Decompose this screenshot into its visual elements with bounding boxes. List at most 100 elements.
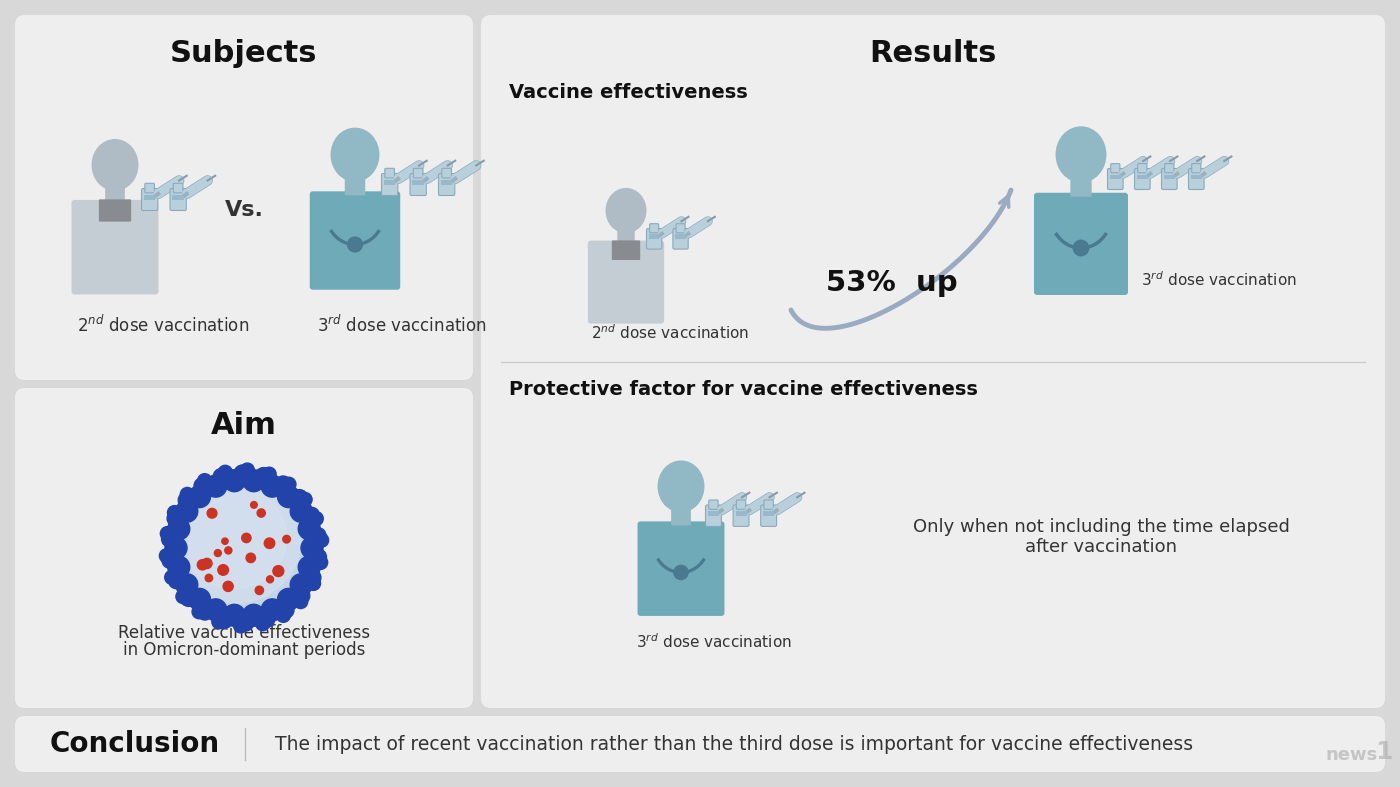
Circle shape [262,475,283,497]
FancyBboxPatch shape [1162,168,1177,190]
Text: $3^{rd}$ dose vaccination: $3^{rd}$ dose vaccination [636,632,792,651]
Circle shape [234,619,248,633]
Ellipse shape [1056,127,1106,182]
Circle shape [258,509,266,517]
Circle shape [281,477,295,491]
FancyBboxPatch shape [410,173,426,195]
Text: Subjects: Subjects [171,39,318,68]
Circle shape [273,566,284,577]
Circle shape [223,582,234,592]
Circle shape [262,467,276,481]
Circle shape [165,571,179,584]
FancyBboxPatch shape [309,191,400,290]
FancyBboxPatch shape [736,500,746,509]
Circle shape [195,478,210,494]
Ellipse shape [606,189,645,233]
Circle shape [176,589,190,604]
FancyBboxPatch shape [172,194,183,199]
Circle shape [255,586,263,594]
FancyBboxPatch shape [1189,168,1204,190]
Circle shape [1074,240,1089,256]
Circle shape [255,467,272,483]
FancyBboxPatch shape [650,224,658,233]
Circle shape [309,527,326,544]
Circle shape [276,608,290,623]
Ellipse shape [658,461,704,512]
Circle shape [242,604,265,626]
Text: after vaccination: after vaccination [1025,538,1177,556]
FancyBboxPatch shape [1165,164,1173,173]
Circle shape [259,611,274,627]
FancyBboxPatch shape [735,511,746,515]
FancyBboxPatch shape [344,178,365,195]
FancyBboxPatch shape [1071,178,1092,197]
Circle shape [204,599,227,621]
Circle shape [197,474,211,488]
Circle shape [238,615,253,631]
FancyBboxPatch shape [174,183,183,193]
Text: Vs.: Vs. [224,200,263,220]
FancyBboxPatch shape [15,716,1385,772]
Text: Conclusion: Conclusion [50,730,220,758]
FancyBboxPatch shape [671,508,690,526]
Ellipse shape [182,487,287,589]
Circle shape [283,535,290,543]
Circle shape [307,576,321,590]
Circle shape [211,615,225,629]
Ellipse shape [332,128,379,181]
Ellipse shape [167,473,301,604]
FancyBboxPatch shape [381,173,398,195]
FancyBboxPatch shape [1134,168,1149,190]
Circle shape [207,508,217,518]
Text: $2^{nd}$ dose vaccination: $2^{nd}$ dose vaccination [77,314,249,335]
Circle shape [298,493,312,507]
Circle shape [291,490,308,505]
Text: The impact of recent vaccination rather than the third dose is important for vac: The impact of recent vaccination rather … [274,734,1193,753]
Circle shape [178,492,195,508]
FancyBboxPatch shape [1191,175,1201,179]
Ellipse shape [169,475,319,620]
FancyBboxPatch shape [71,200,158,294]
Circle shape [168,556,190,578]
Circle shape [161,527,175,541]
FancyBboxPatch shape [144,194,155,199]
Circle shape [256,617,270,630]
Circle shape [242,534,251,542]
Circle shape [197,604,213,620]
Circle shape [279,602,294,618]
Text: Aim: Aim [211,412,277,441]
FancyBboxPatch shape [1138,164,1147,173]
Text: 53%  up: 53% up [826,269,958,297]
Circle shape [277,486,300,508]
FancyBboxPatch shape [1035,193,1128,295]
Circle shape [160,549,174,563]
FancyBboxPatch shape [647,228,662,249]
Circle shape [218,465,232,479]
FancyBboxPatch shape [144,183,154,193]
FancyBboxPatch shape [676,224,685,233]
Circle shape [294,588,309,604]
Circle shape [181,487,195,501]
Circle shape [161,531,178,547]
FancyBboxPatch shape [706,505,721,527]
Circle shape [241,463,255,477]
FancyBboxPatch shape [413,168,423,178]
FancyBboxPatch shape [675,235,686,238]
Circle shape [304,508,319,523]
Circle shape [290,574,312,596]
FancyBboxPatch shape [105,187,125,204]
FancyBboxPatch shape [1107,168,1123,190]
Circle shape [165,537,188,559]
FancyBboxPatch shape [673,228,689,249]
Circle shape [189,589,210,611]
FancyBboxPatch shape [1163,175,1175,179]
Circle shape [301,537,323,559]
Text: Protective factor for vaccine effectiveness: Protective factor for vaccine effectiven… [510,380,977,399]
Circle shape [266,576,273,583]
Circle shape [189,486,210,508]
Circle shape [224,604,245,626]
Text: $3^{rd}$ dose vaccination: $3^{rd}$ dose vaccination [316,314,487,335]
Circle shape [242,470,265,492]
Circle shape [314,556,328,569]
Circle shape [168,518,190,540]
